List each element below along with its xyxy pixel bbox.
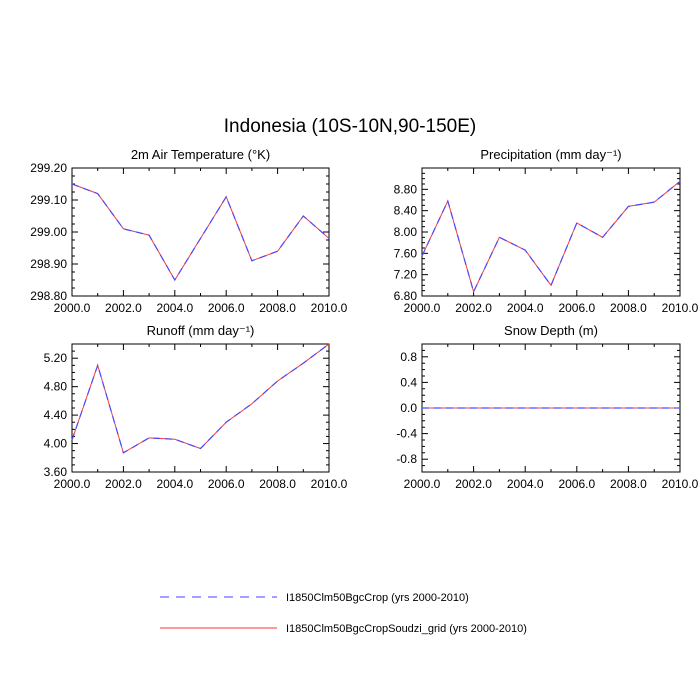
y-tick-label: 7.20 [394, 268, 418, 282]
x-tick-label: 2004.0 [156, 301, 193, 315]
x-tick-label: 2002.0 [105, 301, 142, 315]
series-line-1 [421, 180, 681, 294]
x-tick-label: 2006.0 [208, 477, 245, 491]
panels: 2m Air Temperature (°K) 2000.0 2002.0 2004.… [30, 147, 698, 491]
y-tick-label: 8.40 [394, 204, 418, 218]
x-tick-label: 2000.0 [54, 301, 91, 315]
y-tick-label: -0.8 [396, 452, 417, 466]
plot-frame [71, 167, 330, 297]
panel-3: Runoff (mm day⁻¹) 2000.0 2002.0 2004.0 2006.… [44, 323, 348, 491]
y-tick-label: 4.00 [44, 437, 68, 451]
x-tick-label: 2008.0 [259, 301, 296, 315]
y-tick-label: 3.60 [44, 465, 68, 479]
series-line-1 [71, 183, 330, 282]
figure-title: Indonesia (10S-10N,90-150E) [224, 116, 476, 137]
x-tick-label: 2000.0 [54, 477, 91, 491]
panel-title: Precipitation (mm day⁻¹) [480, 147, 621, 162]
y-tick-label: 298.80 [30, 289, 67, 303]
x-tick-label: 2008.0 [610, 301, 647, 315]
y-tick-label: 299.20 [30, 161, 67, 175]
x-tick-label: 2004.0 [156, 477, 193, 491]
series-line-1 [71, 343, 330, 454]
y-tick-label: -0.4 [396, 427, 417, 441]
y-tick-label: 8.00 [394, 225, 418, 239]
y-tick-label: 7.60 [394, 246, 418, 260]
legend: I1850Clm50BgcCrop (yrs 2000-2010) I1850Cl… [160, 592, 527, 635]
panel-4: Snow Depth (m) 2000.0 2002.0 2004.0 2006.0 20… [396, 323, 698, 491]
plot-frame [421, 167, 681, 297]
x-tick-label: 2010.0 [311, 301, 348, 315]
x-tick-label: 2002.0 [105, 477, 142, 491]
x-tick-label: 2002.0 [455, 477, 492, 491]
x-tick-label: 2004.0 [507, 301, 544, 315]
series-line-2 [421, 180, 681, 294]
x-tick-label: 2006.0 [558, 477, 595, 491]
y-tick-label: 0.4 [400, 375, 417, 389]
series-line-2 [71, 183, 330, 281]
x-tick-label: 2006.0 [208, 301, 245, 315]
legend-label-1: I1850Clm50BgcCrop (yrs 2000-2010) [286, 592, 469, 604]
y-tick-label: 298.90 [30, 257, 67, 271]
x-tick-label: 2010.0 [662, 477, 699, 491]
panel-title: Snow Depth (m) [504, 323, 598, 338]
panel-title: Runoff (mm day⁻¹) [147, 323, 255, 338]
x-tick-label: 2010.0 [311, 477, 348, 491]
panel-1: 2m Air Temperature (°K) 2000.0 2002.0 2004.… [30, 147, 347, 315]
x-tick-label: 2002.0 [455, 301, 492, 315]
legend-label-2: I1850Clm50BgcCropSoudzi_grid (yrs 2000-2… [286, 623, 527, 635]
y-tick-label: 299.10 [30, 193, 67, 207]
x-tick-label: 2008.0 [610, 477, 647, 491]
series-line-2 [71, 343, 330, 454]
y-tick-label: 6.80 [394, 289, 418, 303]
x-tick-label: 2010.0 [662, 301, 699, 315]
y-tick-label: 0.8 [400, 350, 417, 364]
y-tick-label: 4.80 [44, 380, 68, 394]
y-tick-label: 0.0 [400, 401, 417, 415]
x-tick-label: 2006.0 [558, 301, 595, 315]
y-tick-label: 5.20 [44, 351, 68, 365]
x-tick-label: 2000.0 [404, 477, 441, 491]
y-tick-label: 8.80 [394, 182, 418, 196]
y-tick-label: 4.40 [44, 408, 68, 422]
panel-title: 2m Air Temperature (°K) [131, 147, 270, 162]
x-tick-label: 2000.0 [404, 301, 441, 315]
y-tick-label: 299.00 [30, 225, 67, 239]
x-tick-label: 2008.0 [259, 477, 296, 491]
x-tick-label: 2004.0 [507, 477, 544, 491]
panel-2: Precipitation (mm day⁻¹) 2000.0 2002.0 2004… [394, 147, 699, 315]
